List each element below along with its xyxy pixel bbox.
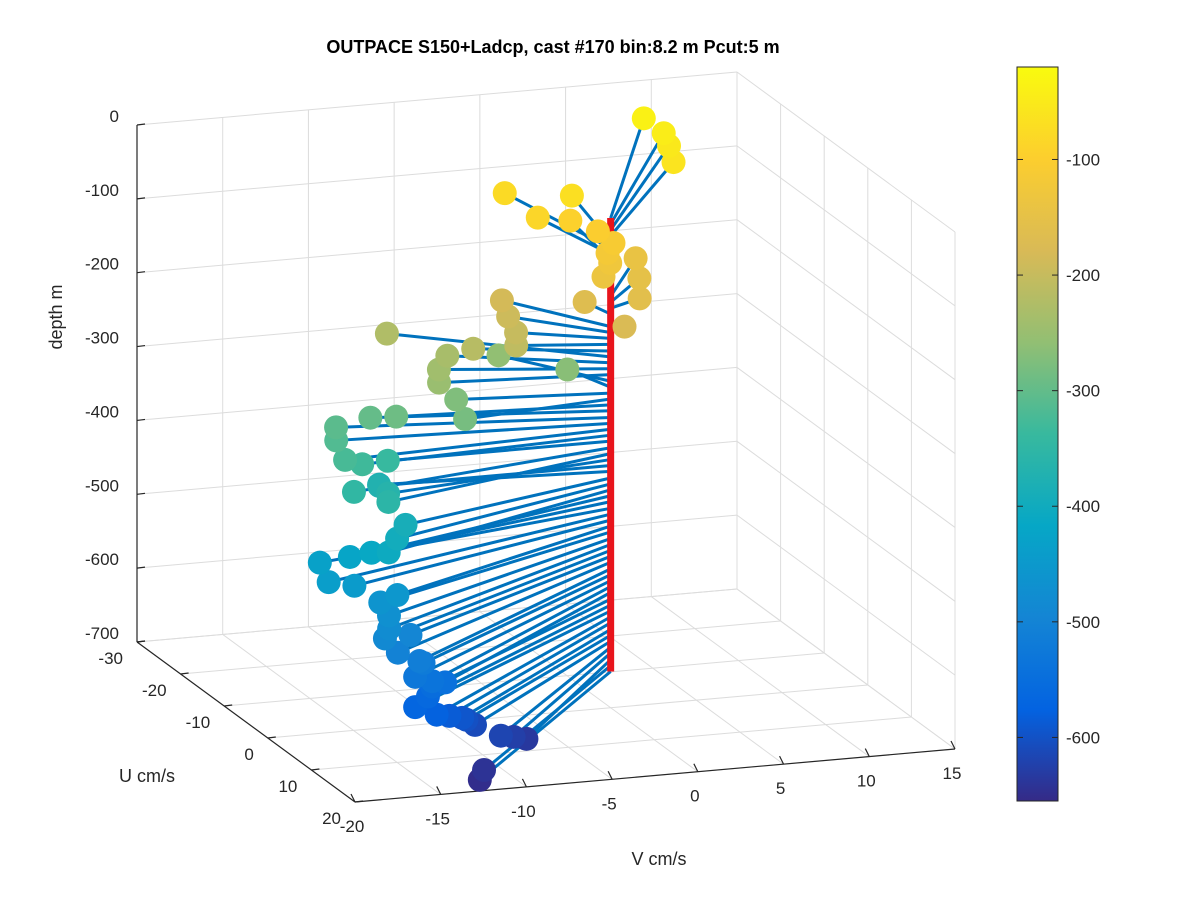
data-layer [308,106,686,792]
grid-line [737,589,955,749]
grid-line [137,220,737,273]
z-tick-label: -300 [85,329,119,348]
data-point [342,574,366,598]
chart-title: OUTPACE S150+Ladcp, cast #170 bin:8.2 m … [326,37,779,57]
data-point [398,623,422,647]
y-axis-label: U cm/s [119,766,175,786]
grid-line [737,294,955,454]
grid-line [737,441,955,601]
grid-line [566,604,784,764]
colorbar: -100 -200 -300 -400 -500 -600 [1017,67,1100,801]
data-point [586,219,610,243]
grid-line [737,515,955,675]
y-tick-label: -10 [186,713,211,732]
data-point [613,315,637,339]
y-tick-label: 10 [278,777,297,796]
data-point [461,337,485,361]
velocity-vector [516,344,610,345]
data-point [558,209,582,233]
velocity-vector [611,133,664,224]
z-axis-label: depth m [46,284,66,349]
data-point [375,322,399,346]
velocity-vector [516,332,611,338]
data-point [560,184,584,208]
z-tick-label: 0 [110,107,119,126]
data-point [493,181,517,205]
data-point [308,551,332,575]
data-point [624,246,648,270]
data-point [555,357,579,381]
z-tick-label: -100 [85,181,119,200]
x-tick-label: 0 [690,787,699,806]
colorbar-tick-label: -500 [1066,613,1100,632]
grid-line [268,685,868,738]
data-point [489,724,513,748]
colorbar-tick-label: -600 [1066,728,1100,747]
data-point [407,649,431,673]
data-point [435,344,459,368]
data-point [573,290,597,314]
grid-line [737,146,955,306]
data-point [394,513,418,537]
x-tick-label: 15 [943,764,962,783]
data-point [324,415,348,439]
colorbar-tick-label: -300 [1066,382,1100,401]
z-tick-label: -200 [85,255,119,274]
z-tick-label: -400 [85,402,119,421]
data-point [358,406,382,430]
y-tick-label: -30 [98,649,123,668]
grid-line [737,72,955,232]
grid-line [737,367,955,527]
data-point [627,266,651,290]
data-point [444,388,468,412]
data-point [376,490,400,514]
x-tick-label: -15 [425,809,450,828]
colorbar-tick-label: -400 [1066,497,1100,516]
grid-line [181,621,781,674]
grid-line [737,220,955,380]
grid-line [137,589,737,642]
velocity-vector [514,653,611,737]
y-tick-label: 0 [244,745,253,764]
data-point [338,545,362,569]
x-tick-label: -5 [602,794,617,813]
data-point [384,405,408,429]
data-point [376,449,400,473]
data-point [526,206,550,230]
velocity-vector [439,369,611,370]
x-tick-label: 10 [857,772,876,791]
data-point [632,106,656,130]
data-point [342,480,366,504]
grid-line [311,717,911,770]
z-tick-label: -500 [85,476,119,495]
y-tick-label: 20 [322,809,341,828]
x-tick-label: 5 [776,779,785,798]
x-tick-label: -20 [340,817,365,836]
data-point [472,758,496,782]
y-tick-label: -20 [142,681,167,700]
data-point [385,583,409,607]
colorbar-tick-label: -100 [1066,150,1100,169]
colorbar-gradient [1017,67,1058,801]
data-point [652,121,676,145]
x-axis-label: V cm/s [631,849,686,869]
grid-line [651,597,869,757]
colorbar-tick-label: -200 [1066,266,1100,285]
z-tick-label: -600 [85,550,119,569]
z-tick-label: -700 [85,624,119,643]
x-tick-label: -10 [511,802,536,821]
velocity-vector [379,471,611,484]
data-point [490,288,514,312]
